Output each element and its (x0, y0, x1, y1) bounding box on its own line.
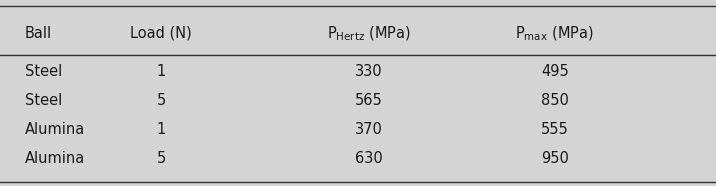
Text: $\mathsf{P}_{\mathsf{Hertz}}$ (MPa): $\mathsf{P}_{\mathsf{Hertz}}$ (MPa) (326, 24, 411, 43)
Text: Load (N): Load (N) (130, 26, 192, 41)
Text: Steel: Steel (25, 64, 62, 79)
Text: 850: 850 (541, 93, 569, 108)
Text: 1: 1 (157, 122, 165, 137)
Text: 555: 555 (541, 122, 569, 137)
Text: $\mathsf{P}_{\mathsf{max}}$ (MPa): $\mathsf{P}_{\mathsf{max}}$ (MPa) (516, 24, 594, 43)
Text: 370: 370 (355, 122, 382, 137)
Text: 5: 5 (157, 93, 165, 108)
Text: 565: 565 (355, 93, 382, 108)
Text: 1: 1 (157, 64, 165, 79)
Text: 950: 950 (541, 151, 569, 166)
Text: 630: 630 (355, 151, 382, 166)
Text: Ball: Ball (25, 26, 52, 41)
Text: 495: 495 (541, 64, 569, 79)
Text: Alumina: Alumina (25, 122, 85, 137)
Text: Steel: Steel (25, 93, 62, 108)
Text: 5: 5 (157, 151, 165, 166)
Text: 330: 330 (355, 64, 382, 79)
Text: Alumina: Alumina (25, 151, 85, 166)
